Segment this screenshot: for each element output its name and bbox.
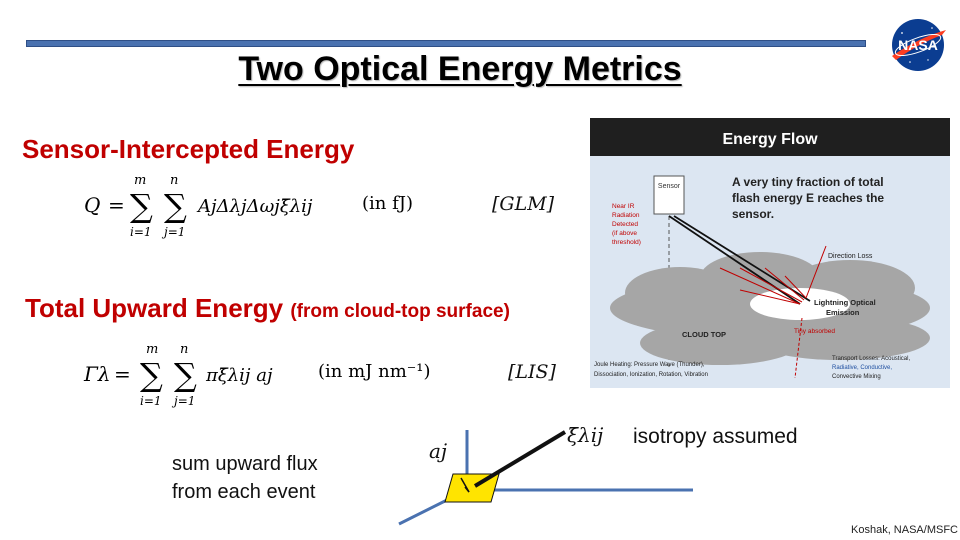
joule-line1: Joule Heating: Pressure Wave (Thunder), (594, 362, 705, 368)
diagram-aj-label: aj (429, 439, 447, 463)
near-ir-line2: Radiation (612, 212, 640, 219)
svg-text:∑: ∑ (174, 356, 197, 394)
sensor-box (653, 175, 685, 215)
svg-text:∑: ∑ (130, 187, 153, 225)
near-ir-line4: (if above (612, 230, 637, 237)
energy-flow-diagram: Energy Flow Sensor A very tiny fraction … (590, 118, 950, 388)
near-ir-line3: Detected (612, 221, 638, 228)
eq1-sum-lower-j: j=1 (161, 225, 185, 239)
eq2-sum-lower-i: i=1 (140, 394, 162, 408)
heading-sensor-intercepted: Sensor-Intercepted Energy (22, 134, 355, 164)
eq1-tag-glm: [GLM] (492, 193, 555, 215)
eq1-sum-lower-i: i=1 (130, 225, 152, 239)
slide-title: Two Optical Energy Metrics (238, 50, 682, 88)
svg-text:=: = (114, 362, 131, 386)
eq2-sum-upper-m: m (146, 342, 158, 357)
near-ir-line1: Near IR (612, 203, 635, 210)
heading-total-upward: Total Upward Energy (from cloud-top surf… (25, 293, 510, 324)
sum-text-line1: sum upward flux (172, 453, 318, 475)
diagram-xi-label: ξ̄λij (567, 423, 603, 447)
sum-text-line2: from each event (172, 481, 316, 503)
svg-text:∑: ∑ (164, 187, 187, 225)
joule-line2: Dissociation, Ionization, Rotation, Vibr… (594, 372, 708, 378)
nasa-logo-text: NASA (898, 37, 938, 53)
caption-line3: sensor. (732, 207, 774, 221)
energy-flow-title: Energy Flow (722, 131, 818, 148)
transport-line1: Transport Losses: Acoustical, (832, 356, 910, 362)
title-accent-bar (26, 40, 866, 47)
transport-line3: Convective Mixing (832, 374, 881, 380)
caption-line1: A very tiny fraction of total (732, 175, 884, 189)
isotropy-diagram: aj ξ̄λij (398, 423, 693, 526)
near-ir-line5: threshold) (612, 239, 641, 246)
equation-q: Q = m ∑ i=1 n ∑ j=1 AjΔλjΔωjξ̄λij (84, 173, 313, 239)
emission-ray (473, 430, 567, 488)
eq1-lhs: Q (84, 193, 100, 217)
eq2-term: πξ̄λij aj (205, 365, 273, 386)
eq1-sum-upper-n: n (170, 173, 178, 188)
eq1-sum-upper-m: m (134, 173, 146, 188)
svg-text:=: = (108, 193, 125, 217)
lightning-line1: Lightning Optical (814, 298, 876, 307)
sum-upward-flux-text: sum upward flux from each event (172, 450, 318, 506)
direction-loss-label: Direction Loss (828, 253, 873, 260)
isotropy-assumed-text: isotropy assumed (633, 425, 798, 448)
tiny-absorbed-label: Tiny absorbed (794, 328, 835, 335)
eq2-unit: (in mJ nm⁻¹) (318, 361, 431, 382)
transport-line2: Radiative, Conductive, (832, 365, 892, 371)
eq1-unit: (in fJ) (362, 193, 413, 214)
heading2-note: (from cloud-top surface) (290, 301, 510, 322)
eq2-sum-upper-n: n (180, 342, 188, 357)
eq1-term: AjΔλjΔωjξ̄λij (196, 196, 313, 217)
equation-gamma: Γλ = m ∑ i=1 n ∑ j=1 πξ̄λij aj (83, 342, 273, 408)
caption-line2: flash energy E reaches the (732, 191, 884, 205)
sensor-label: Sensor (658, 183, 681, 190)
nasa-logo-icon: NASA (892, 19, 946, 71)
heading2-main: Total Upward Energy (25, 293, 284, 323)
eq2-tag-lis: [LIS] (508, 361, 556, 383)
eq2-lhs: Γλ (83, 362, 111, 386)
eq2-sum-lower-j: j=1 (171, 394, 195, 408)
svg-text:∑: ∑ (140, 356, 163, 394)
cloud-top-label: CLOUD TOP (682, 330, 726, 339)
lightning-line2: Emission (826, 308, 860, 317)
credit-text: Koshak, NASA/MSFC (851, 524, 958, 536)
